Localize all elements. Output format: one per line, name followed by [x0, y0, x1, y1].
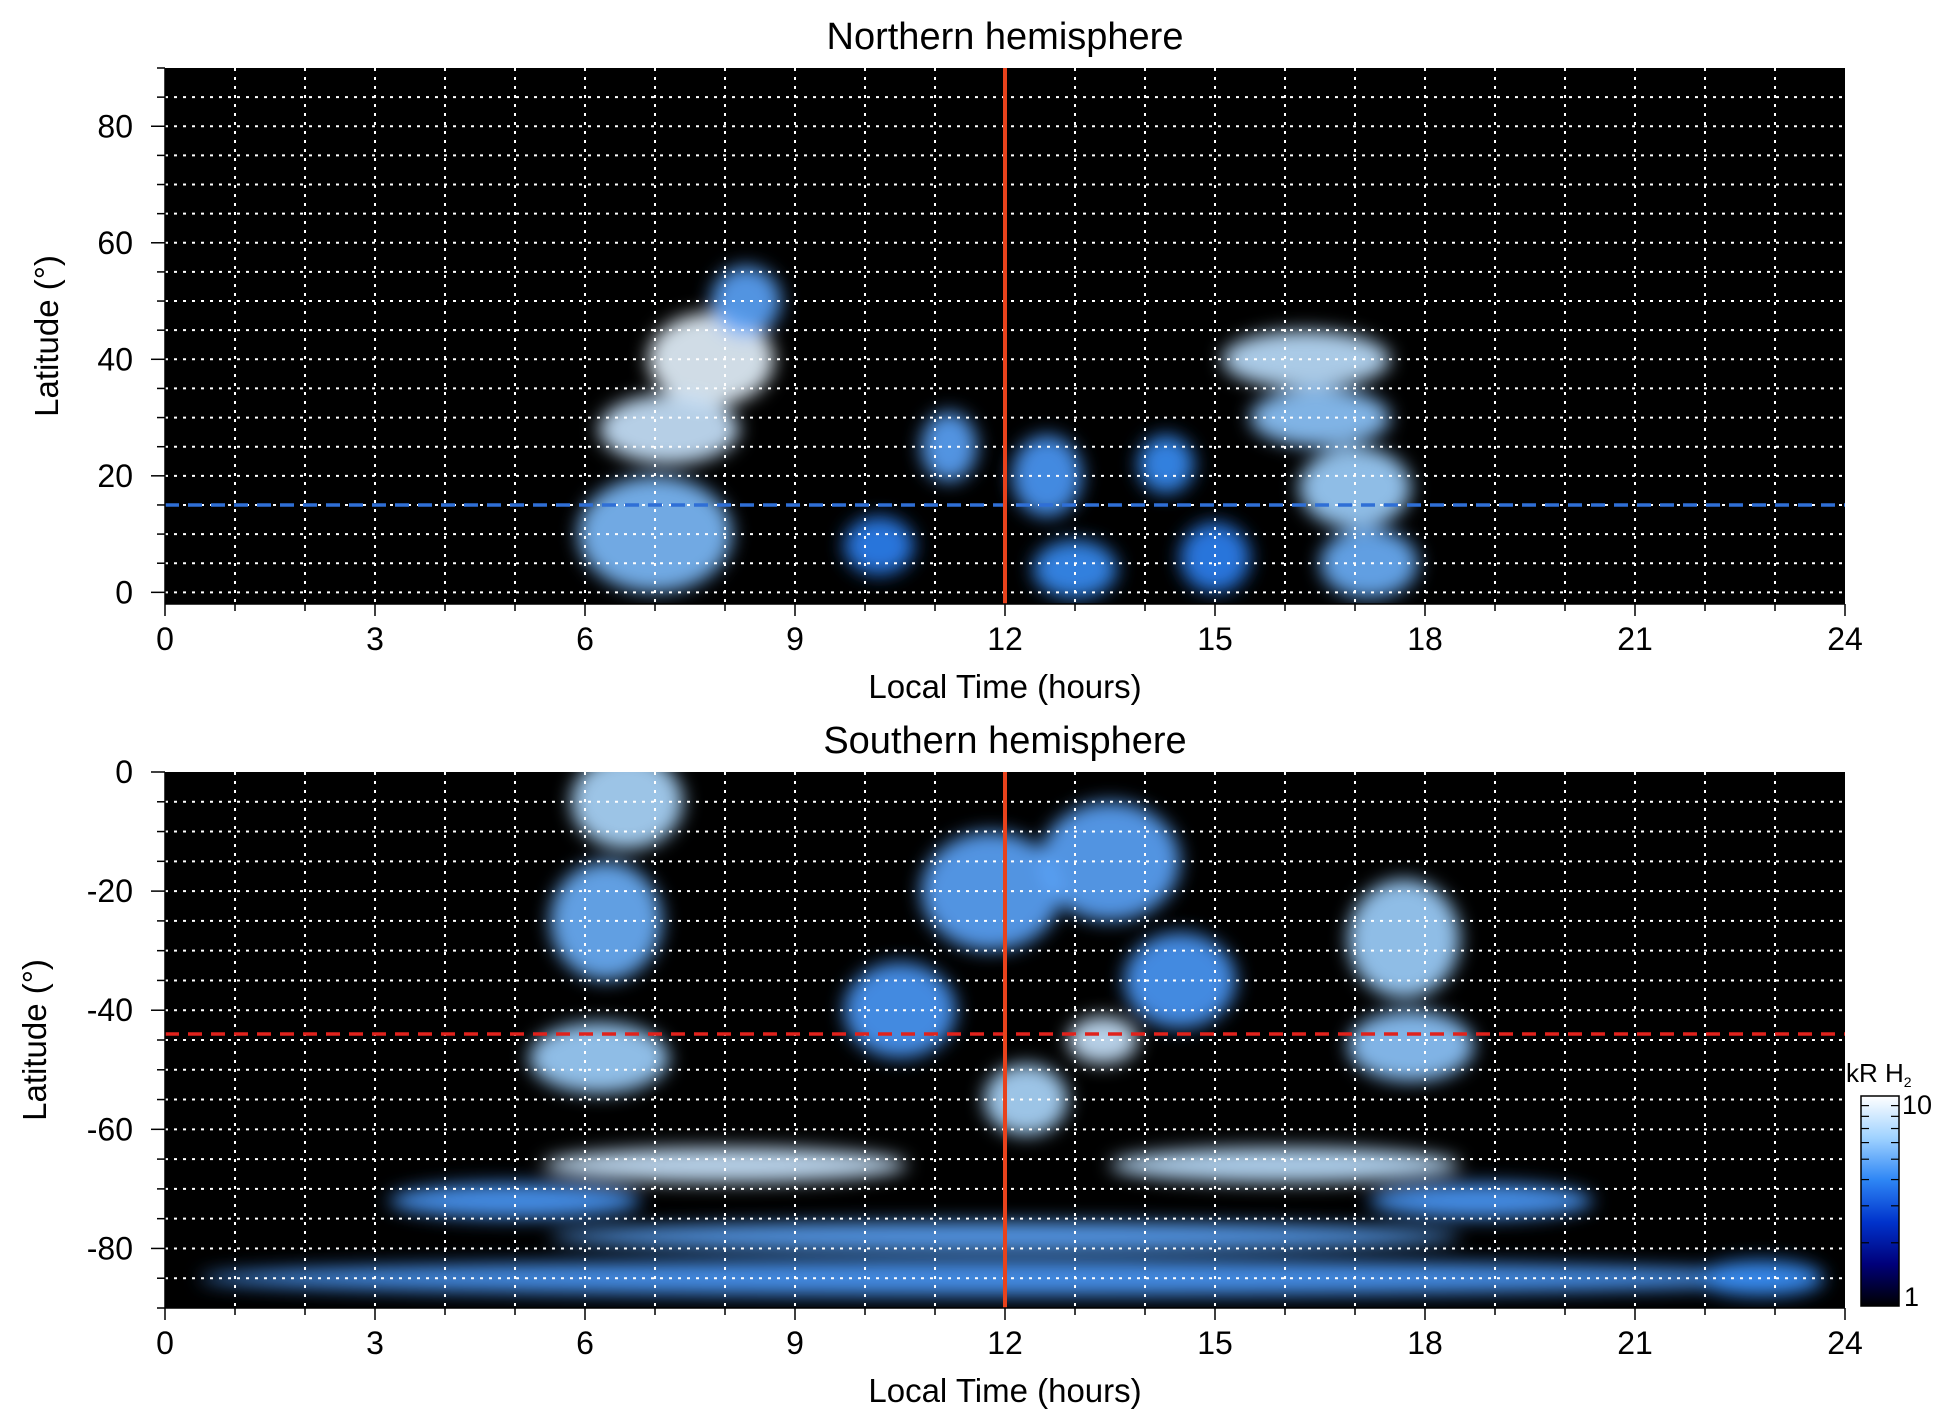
northern-emission-blob — [1299, 446, 1411, 529]
colorbar-label: kR H2 — [1846, 1058, 1912, 1090]
northern-emission-blob — [1222, 330, 1390, 389]
colorbar: kR H2 10 1 — [1846, 1058, 1932, 1312]
southern-panel-title: Southern hemisphere — [823, 720, 1186, 762]
northern-plot-area — [165, 68, 1845, 604]
southern-emission-blob — [921, 831, 1061, 951]
northern-y-tick-label: 40 — [97, 341, 133, 377]
northern-emission-blob — [599, 394, 739, 465]
southern-x-tick-label: 15 — [1197, 1325, 1233, 1361]
northern-emission-blob — [1138, 435, 1194, 494]
southern-emission-blob — [1124, 932, 1236, 1029]
northern-x-tick-label: 6 — [576, 621, 594, 657]
southern-emission-blob — [1369, 1182, 1593, 1219]
colorbar-ticks — [1861, 1105, 1899, 1244]
southern-emission-blob — [1348, 879, 1460, 999]
northern-axes: 0 3 6 9 12 15 18 21 24 0 20 40 60 80 — [97, 67, 1863, 657]
northern-emission-blob — [1320, 528, 1418, 599]
northern-y-tick-label: 60 — [97, 225, 133, 261]
northern-emission-blob — [1180, 522, 1250, 593]
northern-emission-blob — [1033, 539, 1117, 599]
southern-y-tick-label: 0 — [115, 754, 133, 790]
southern-emission-blob — [1348, 1010, 1474, 1082]
northern-x-tick-label: 9 — [786, 621, 804, 657]
northern-y-tick-label: 20 — [97, 458, 133, 494]
colorbar-max-label: 10 — [1902, 1090, 1932, 1120]
southern-emission-blob — [543, 1147, 907, 1183]
northern-x-tick-label: 24 — [1827, 621, 1863, 657]
northern-x-axis-label: Local Time (hours) — [868, 668, 1141, 705]
northern-x-tick-label: 21 — [1617, 621, 1653, 657]
southern-x-tick-label: 12 — [987, 1325, 1023, 1361]
southern-y-tick-label: -60 — [87, 1111, 133, 1147]
southern-y-tick-label: -40 — [87, 992, 133, 1028]
northern-panel-title: Northern hemisphere — [827, 16, 1184, 58]
southern-x-tick-label: 24 — [1827, 1325, 1863, 1361]
southern-emission-blob — [389, 1182, 641, 1219]
northern-emission-blob — [648, 312, 774, 406]
southern-x-tick-label: 9 — [786, 1325, 804, 1361]
northern-x-tick-label: 3 — [366, 621, 384, 657]
northern-x-tick-label: 0 — [156, 621, 174, 657]
southern-axes: 0 3 6 9 12 15 18 21 24 0 -20 -40 -60 -80 — [87, 754, 1863, 1361]
northern-x-tick-label: 12 — [987, 621, 1023, 657]
northern-x-tick-label: 18 — [1407, 621, 1443, 657]
southern-x-axis-label: Local Time (hours) — [868, 1372, 1141, 1409]
northern-x-tick-label: 15 — [1197, 621, 1233, 657]
northern-y-tick-label: 80 — [97, 108, 133, 144]
southern-emission-blob — [1110, 1147, 1460, 1183]
northern-emission-blob — [844, 516, 914, 575]
southern-y-tick-label: -80 — [87, 1230, 133, 1266]
southern-y-tick-label: -20 — [87, 873, 133, 909]
colorbar-scale — [1860, 1095, 1900, 1307]
southern-x-tick-label: 3 — [366, 1325, 384, 1361]
southern-plot-area — [165, 772, 1845, 1308]
southern-x-tick-label: 21 — [1617, 1325, 1653, 1361]
northern-hemisphere-panel: Northern hemisphere 0 3 6 9 12 15 18 21 24 0 20 40 6… — [28, 16, 1863, 705]
northern-y-axis-label: Latitude (°) — [28, 255, 65, 417]
southern-y-axis-label: Latitude (°) — [16, 959, 53, 1121]
northern-y-tick-label: 0 — [115, 574, 133, 610]
southern-x-tick-label: 6 — [576, 1325, 594, 1361]
southern-hemisphere-panel: Southern hemisphere 0 3 6 9 12 15 18 21 24 0 -20 -4… — [16, 720, 1863, 1409]
southern-emission-blob — [984, 1063, 1068, 1136]
colorbar-min-label: 1 — [1904, 1282, 1919, 1312]
southern-x-tick-label: 18 — [1407, 1325, 1443, 1361]
northern-emission-blob — [711, 266, 781, 336]
southern-x-tick-label: 0 — [156, 1325, 174, 1361]
